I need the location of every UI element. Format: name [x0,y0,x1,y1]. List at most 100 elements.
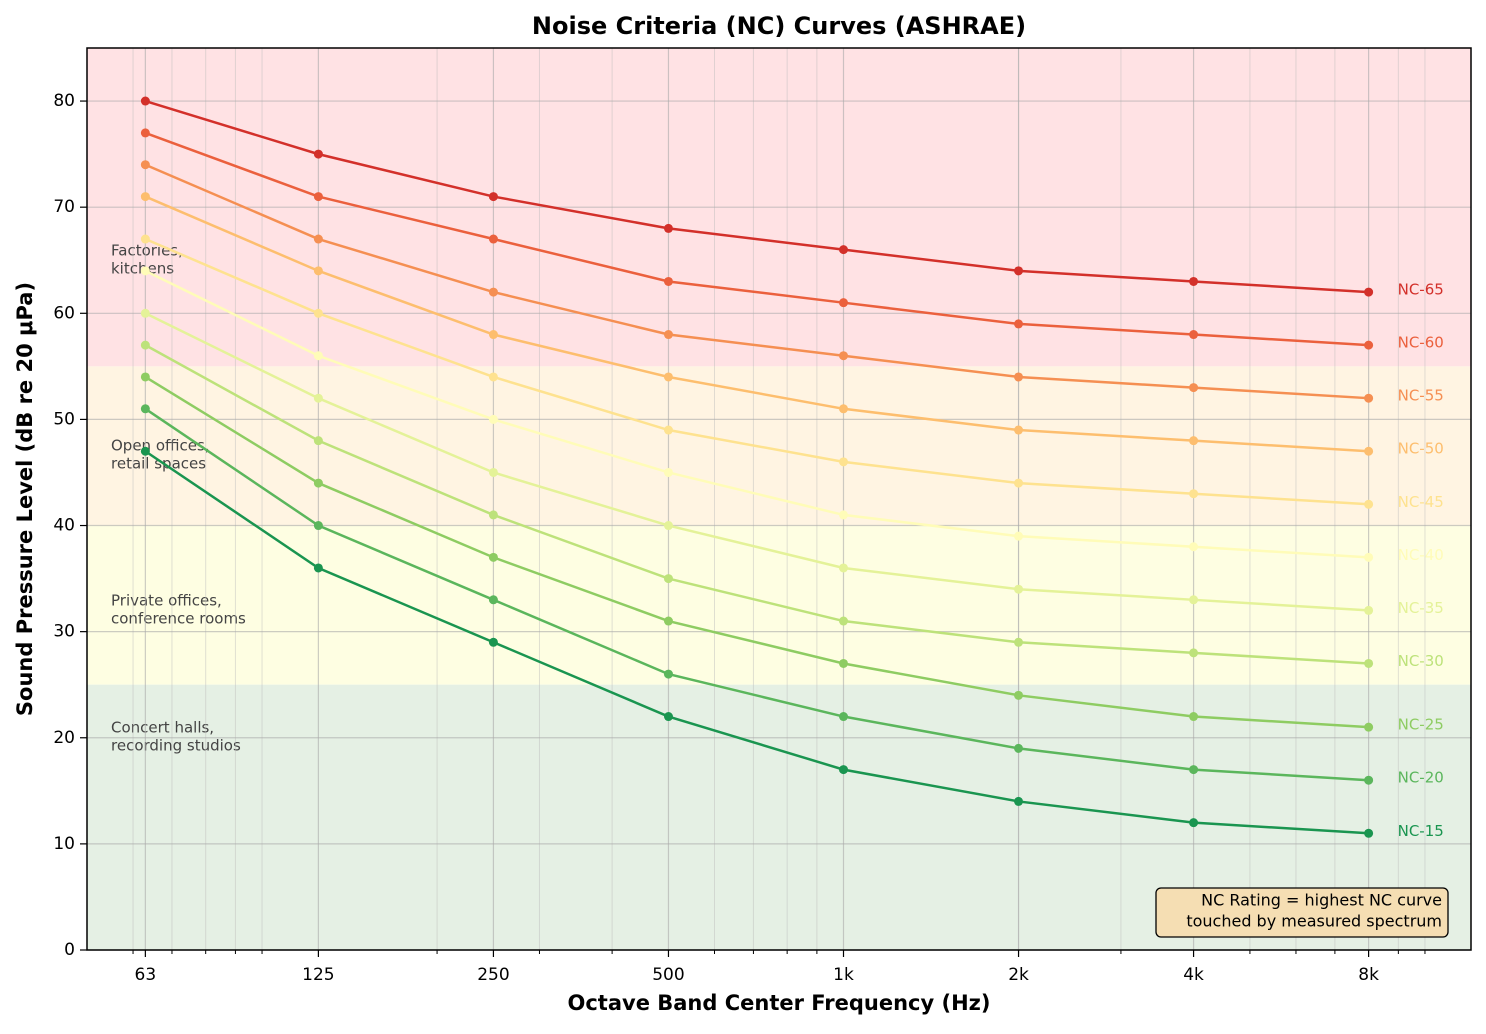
series-label: NC-25 [1398,716,1444,734]
data-point [838,712,848,722]
series-label: NC-20 [1398,769,1444,787]
data-point [488,330,498,340]
data-point [1014,796,1024,806]
data-point [1014,637,1024,647]
data-point [488,192,498,202]
series-label: NC-50 [1398,440,1444,458]
data-point [838,404,848,414]
data-point [1014,743,1024,753]
data-point [140,308,150,318]
series-line [144,163,1369,400]
series-label: NC-30 [1398,652,1444,670]
y-tick-label: 40 [53,516,75,536]
data-point [1189,712,1199,722]
data-point [140,404,150,414]
data-point [663,521,673,531]
data-point [838,351,848,361]
data-point [1189,595,1199,605]
data-point [1364,722,1374,732]
series-line [144,237,1369,506]
data-point [663,712,673,722]
data-point [488,552,498,562]
series-label: NC-65 [1398,281,1444,299]
data-point [1014,319,1024,329]
band-label: Private offices, [111,592,222,610]
data-point [838,298,848,308]
data-point [140,372,150,382]
band-label: conference rooms [111,610,246,628]
data-point [488,414,498,424]
series-label: NC-40 [1398,546,1444,564]
series-line [144,407,1369,782]
y-axis-label: Sound Pressure Level (dB re 20 μPa) [13,282,37,716]
y-tick-label: 70 [53,197,75,217]
data-point [1364,775,1374,785]
series-line [144,99,1369,294]
series-label: NC-15 [1398,822,1444,840]
data-point [838,765,848,775]
band-label: Open offices, [111,437,210,455]
x-tick-label: 4k [1183,965,1204,985]
series-label: NC-45 [1398,493,1444,511]
data-point [1364,499,1374,509]
data-point [1364,340,1374,350]
data-point [140,128,150,138]
data-point [1189,383,1199,393]
chart-title: Noise Criteria (NC) Curves (ASHRAE) [532,12,1026,40]
series-label: NC-55 [1398,387,1444,405]
data-point [663,574,673,584]
annotation: touched by measured spectrum [1186,912,1442,931]
data-point [663,669,673,679]
data-point [838,616,848,626]
y-tick-label: 60 [53,303,75,323]
x-tick-label: 2k [1008,965,1029,985]
x-axis-label: Octave Band Center Frequency (Hz) [568,991,991,1015]
data-point [1364,828,1374,838]
plot-frame [86,47,1472,951]
data-point [1014,531,1024,541]
band-label: retail spaces [111,455,206,473]
data-point [313,351,323,361]
data-point [140,96,150,106]
data-point [488,234,498,244]
series-line [144,344,1369,665]
data-point [1364,605,1374,615]
band-label: Factories, [111,242,183,260]
data-point [313,521,323,531]
data-point [313,563,323,573]
data-point [140,266,150,276]
data-point [1364,658,1374,668]
data-point [1014,425,1024,435]
data-point [663,372,673,382]
data-point [1189,818,1199,828]
data-point [663,467,673,477]
x-tick-label: 8k [1358,965,1379,985]
data-point [488,287,498,297]
data-point [313,192,323,202]
data-point [1014,266,1024,276]
series-line [144,375,1369,729]
data-point [488,595,498,605]
data-point [838,457,848,467]
band-label: Concert halls, [111,719,214,737]
x-tick-label: 63 [135,965,157,985]
data-point [1364,393,1374,403]
data-point [838,245,848,255]
y-tick-label: 0 [64,940,75,960]
data-point [1014,478,1024,488]
data-point [663,223,673,233]
data-point [313,478,323,488]
series-label: NC-35 [1398,599,1444,617]
data-point [663,616,673,626]
data-point [140,340,150,350]
data-point [1014,584,1024,594]
data-point [663,425,673,435]
x-tick-label: 125 [302,965,334,985]
data-point [1364,446,1374,456]
y-tick-label: 50 [53,409,75,429]
data-point [838,658,848,668]
data-point [1189,330,1199,340]
data-point [1364,287,1374,297]
data-point [1189,436,1199,446]
